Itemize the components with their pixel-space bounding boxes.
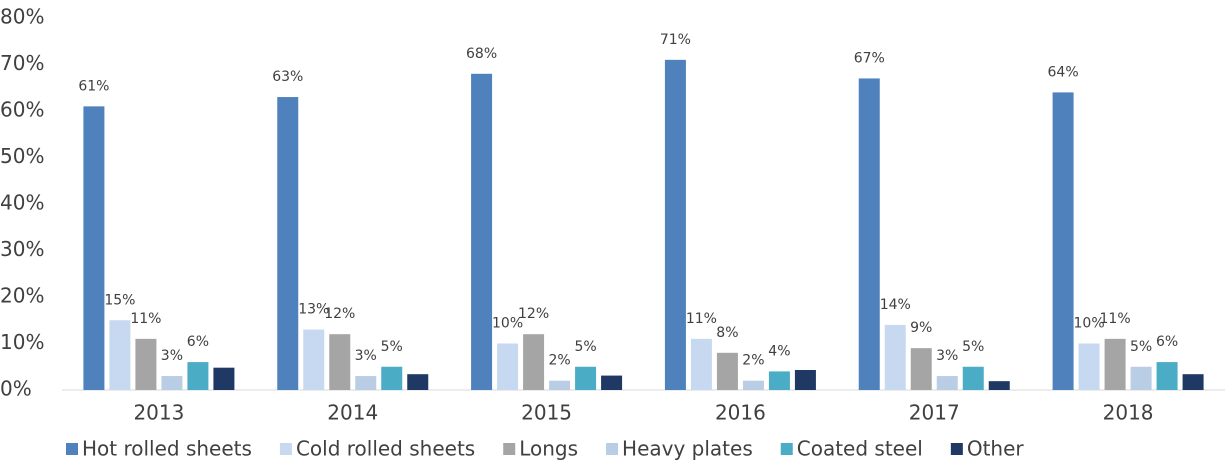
legend-swatch: [780, 443, 793, 455]
data-label: 5%: [962, 339, 984, 355]
y-tick-label: 50%: [0, 144, 44, 168]
data-label: 15%: [104, 292, 135, 308]
y-tick-label: 10%: [0, 330, 44, 354]
bar: [988, 381, 1010, 390]
data-label: 6%: [187, 334, 209, 350]
data-label: 3%: [936, 348, 958, 364]
legend-label: Coated steel: [797, 437, 923, 460]
data-label: 11%: [130, 311, 161, 327]
bar: [381, 366, 403, 390]
legend-swatch: [503, 443, 516, 455]
bar: [962, 366, 984, 390]
bar: [187, 362, 209, 390]
data-label: 11%: [1100, 311, 1131, 327]
legend-label: Longs: [519, 437, 578, 460]
bar: [716, 352, 738, 390]
x-tick-label: 2018: [1103, 401, 1154, 425]
data-label: 10%: [1074, 316, 1105, 332]
y-tick-label: 60%: [0, 98, 44, 122]
y-tick-label: 30%: [0, 237, 44, 261]
bar: [549, 380, 571, 390]
legend-swatch: [66, 443, 78, 455]
y-tick-label: 0%: [0, 377, 32, 401]
legend-label: Heavy plates: [622, 437, 753, 460]
legend-swatch: [279, 443, 292, 455]
x-tick-label: 2017: [909, 401, 960, 425]
bar: [858, 78, 880, 390]
data-label: 11%: [686, 311, 717, 327]
bar: [1104, 338, 1126, 390]
bar: [690, 338, 712, 390]
bar: [1182, 374, 1204, 390]
bar: [355, 376, 377, 390]
data-label: 68%: [466, 46, 497, 62]
bar: [1078, 343, 1100, 390]
data-label: 2%: [742, 353, 764, 369]
data-label: 12%: [324, 306, 355, 322]
legend-label: Other: [967, 437, 1025, 460]
data-label: 13%: [298, 302, 329, 318]
data-label: 8%: [716, 325, 738, 341]
data-label: 3%: [355, 348, 377, 364]
data-label: 67%: [854, 50, 885, 66]
data-label: 2%: [548, 353, 570, 369]
bar: [109, 320, 131, 390]
legend-swatch: [606, 443, 619, 455]
data-label: 12%: [518, 306, 549, 322]
bar: [277, 97, 299, 391]
bar: [910, 348, 932, 390]
data-label: 10%: [492, 316, 523, 332]
bar: [768, 371, 790, 390]
data-label: 3%: [161, 348, 183, 364]
y-tick-label: 40%: [0, 191, 44, 215]
bar: [303, 329, 325, 390]
x-tick-label: 2013: [133, 401, 184, 425]
bar: [1156, 362, 1178, 390]
data-label: 5%: [574, 339, 596, 355]
bar: [329, 334, 351, 390]
y-tick-label: 20%: [0, 284, 44, 308]
bar: [83, 106, 105, 390]
data-label: 14%: [880, 297, 911, 313]
bar: [794, 370, 816, 390]
data-label: 4%: [768, 343, 790, 359]
bar: [936, 376, 958, 390]
y-tick-label: 70%: [0, 51, 44, 75]
bar: [742, 380, 764, 390]
bar: [575, 366, 597, 390]
data-label: 6%: [1156, 334, 1178, 350]
bar: [1130, 366, 1152, 390]
bar: [135, 338, 157, 390]
x-tick-label: 2015: [521, 401, 572, 425]
bar: [1052, 92, 1074, 391]
bar: [523, 334, 545, 390]
data-label: 5%: [381, 339, 403, 355]
bar: [407, 374, 429, 390]
bar: [601, 375, 623, 390]
bar: [161, 376, 183, 390]
data-label: 9%: [910, 320, 932, 336]
y-tick-label: 80%: [0, 5, 44, 29]
data-label: 71%: [660, 32, 691, 48]
data-label: 64%: [1048, 64, 1079, 80]
bar: [884, 324, 906, 390]
data-label: 5%: [1130, 339, 1152, 355]
bar: [471, 73, 493, 391]
x-tick-label: 2014: [327, 401, 378, 425]
bar: [497, 343, 519, 390]
data-label: 61%: [78, 78, 109, 94]
x-tick-label: 2016: [715, 401, 766, 425]
legend-label: Hot rolled sheets: [82, 437, 252, 460]
bar: [664, 59, 686, 390]
bar: [213, 367, 235, 390]
legend-swatch: [950, 443, 963, 455]
legend-label: Cold rolled sheets: [296, 437, 475, 460]
data-label: 63%: [272, 69, 303, 85]
